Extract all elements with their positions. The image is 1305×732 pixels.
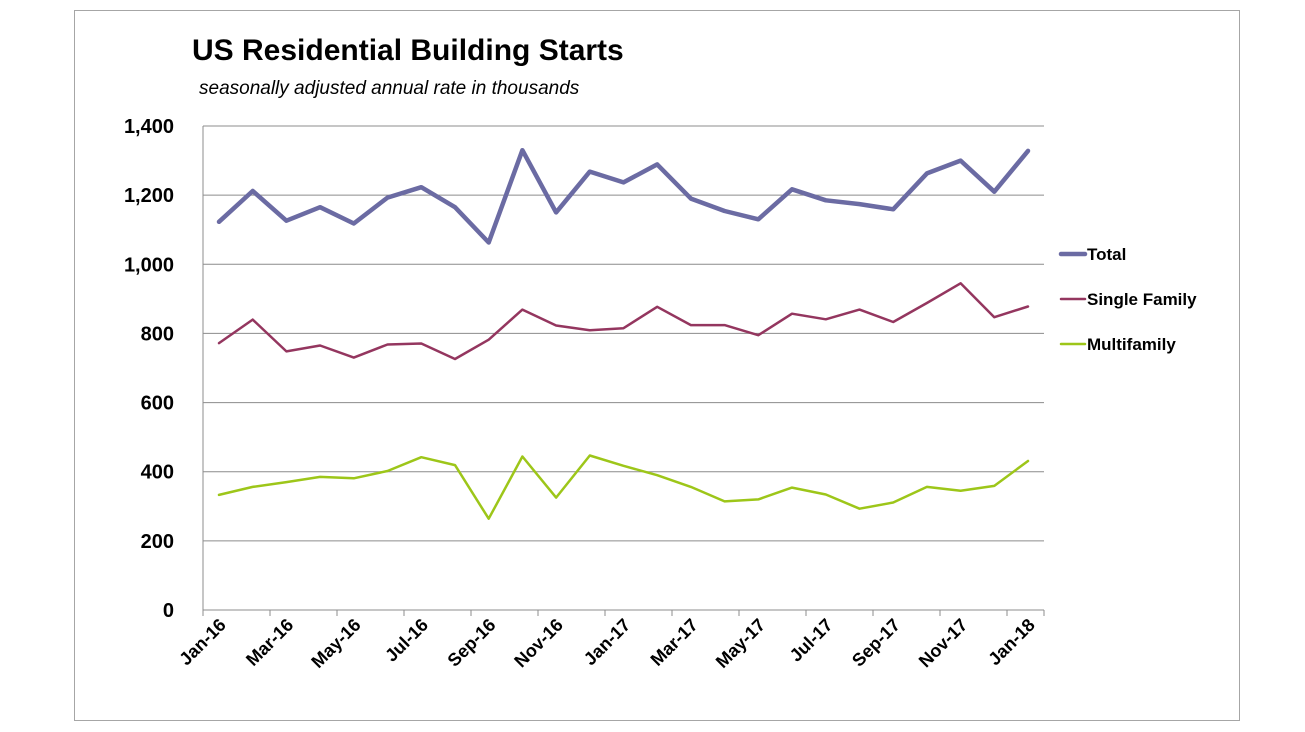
x-tick-label: Mar-16 <box>242 615 297 670</box>
x-axis-ticks: Jan-16 Mar-16 May-16 Jul-16 Sep-16 Nov-16 Jan-… <box>175 615 1038 672</box>
series-lines <box>216 147 1031 520</box>
y-tick-label: 800 <box>141 323 174 345</box>
y-tick-label: 1,400 <box>124 116 174 138</box>
series-line-multifamily <box>217 454 1030 520</box>
x-tick-label: Jul-16 <box>381 615 432 666</box>
x-tick-label: Jul-17 <box>786 615 837 666</box>
axes <box>202 126 1045 616</box>
x-tick-label: Nov-16 <box>510 615 567 672</box>
legend-label: Multifamily <box>1087 335 1176 354</box>
x-tick-label: Jan-16 <box>175 615 229 669</box>
legend-label: Single Family <box>1087 290 1197 309</box>
series-line-total <box>216 147 1031 245</box>
chart-title: US Residential Building Starts <box>192 34 624 67</box>
legend-label: Total <box>1087 245 1126 264</box>
x-tick-label: Sep-16 <box>444 615 500 671</box>
y-tick-label: 0 <box>163 600 174 622</box>
x-tick-label: Nov-17 <box>915 615 972 672</box>
series-line-single-family <box>217 282 1030 361</box>
x-tick-label: Sep-17 <box>848 615 904 671</box>
gridlines <box>203 125 1044 542</box>
y-tick-label: 1,200 <box>124 185 174 207</box>
legend: Total Single Family Multifamily <box>1058 245 1197 354</box>
chart-frame <box>74 10 1240 721</box>
chart-subtitle: seasonally adjusted annual rate in thous… <box>199 78 580 99</box>
y-tick-label: 1,000 <box>124 254 174 276</box>
y-tick-label: 200 <box>141 531 174 553</box>
x-tick-label: Jan-18 <box>984 615 1038 669</box>
x-tick-label: May-17 <box>712 615 769 672</box>
x-tick-label: Jan-17 <box>580 615 634 669</box>
x-tick-label: Mar-17 <box>647 615 702 670</box>
y-axis-ticks: 0 200 400 600 800 1,000 1,200 1,400 <box>124 116 174 622</box>
y-tick-label: 600 <box>141 393 174 415</box>
x-tick-label: May-16 <box>307 615 364 672</box>
y-tick-label: 400 <box>141 462 174 484</box>
